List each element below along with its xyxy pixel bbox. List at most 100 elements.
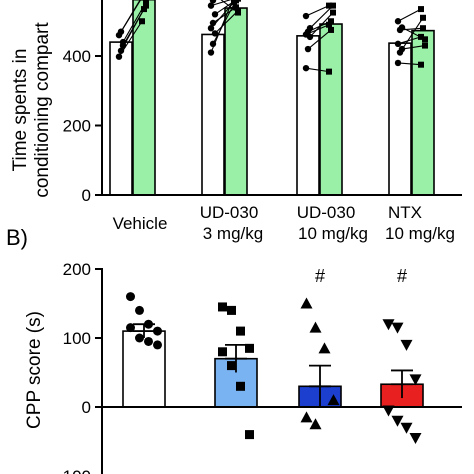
panel-a-point-post-1-3 xyxy=(143,0,149,6)
panel-a-pair-line-1-6 xyxy=(122,5,147,46)
panel-a-point-post-4-4 xyxy=(418,33,424,40)
group-label-3-line1: UD-030 xyxy=(297,203,356,222)
panel-b-point-2-3 xyxy=(236,326,245,336)
panel-a-point-post-4-3 xyxy=(422,42,428,49)
panel-b-point-4-7 xyxy=(400,422,413,434)
panel-b-point-4-1 xyxy=(382,319,395,331)
panel-b-error-bars xyxy=(133,323,413,407)
panel-b-point-3-2 xyxy=(309,321,322,333)
panel-b-point-2-6 xyxy=(227,361,236,371)
panel-a-point-post-1-2 xyxy=(141,6,147,13)
panel-a-point-post-2-9 xyxy=(235,9,241,16)
panel-a-bars xyxy=(109,0,435,196)
panel-b-point-2-8 xyxy=(245,430,254,440)
panel-a-group-labels: Vehicle UD-030 3 mg/kg UD-030 10 mg/kg N… xyxy=(113,203,455,243)
panel-b-ytick-label-3: 200 xyxy=(63,260,91,279)
panel-a-point-pre-4-3 xyxy=(398,45,406,53)
panel-a-point-pre-3-2 xyxy=(304,45,312,53)
panel-b-bars xyxy=(122,330,424,408)
panel-a-ytick-label-2: 400 xyxy=(63,47,91,66)
panel-b-point-2-5 xyxy=(218,347,227,357)
panel-a-pair-line-2-5 xyxy=(212,6,237,24)
panel-b-points xyxy=(126,292,422,445)
panel-a-bar-3-1 xyxy=(296,35,320,196)
panel-a-paired-lines xyxy=(118,0,426,73)
panel-b-ylabel: CPP score (s) xyxy=(24,311,45,429)
panel-b-y-ticks: 100 0 100 200 xyxy=(63,260,102,474)
panel-b-point-1-2 xyxy=(135,305,144,315)
panel-a-point-post-2-6 xyxy=(235,0,241,2)
group-label-3-line2: 10 mg/kg xyxy=(298,224,368,243)
panel-b-point-4-2 xyxy=(391,322,404,334)
panel-a-pair-line-4-1 xyxy=(397,62,422,66)
group-label-2-line2: 3 mg/kg xyxy=(203,224,263,243)
group-label-4-line1: NTX xyxy=(388,203,422,222)
panel-a-point-pre-1-1 xyxy=(115,53,123,60)
panel-a-point-pre-2-6 xyxy=(211,11,219,18)
panel-b-point-1-7 xyxy=(144,336,153,346)
panel-a-point-pre-2-8 xyxy=(209,0,217,4)
panel-b-significance-4: # xyxy=(397,266,407,286)
panel-b-point-4-5 xyxy=(382,405,395,417)
panel-a-point-pre-4-1 xyxy=(394,59,402,67)
panel-a-pair-line-3-6 xyxy=(309,5,334,29)
panel-a-point-post-1-1 xyxy=(139,18,145,25)
panel-a-point-post-3-5 xyxy=(328,18,334,25)
panel-a-point-post-4-6 xyxy=(422,36,428,43)
panel-a-pair-line-2-3 xyxy=(214,10,239,34)
panel-a-point-pre-2-4 xyxy=(207,25,215,32)
panel-a-pair-line-4-7 xyxy=(397,8,422,22)
panel-a-point-post-4-7 xyxy=(418,6,424,13)
panel-a-y-ticks: 0 200 400 xyxy=(63,47,102,205)
panel-a-pair-line-4-3 xyxy=(401,45,426,50)
panel-a-point-pre-4-6 xyxy=(398,24,406,31)
panel-a-point-post-3-2 xyxy=(328,26,334,33)
panel-b-point-4-8 xyxy=(409,433,422,445)
panel-a-point-pre-1-6 xyxy=(119,42,127,49)
panel-a-bar-4-1 xyxy=(388,42,412,196)
group-label-2-line1: UD-030 xyxy=(200,203,259,222)
panel-b-point-2-1 xyxy=(218,302,227,312)
group-label-4-line2: 10 mg/kg xyxy=(385,224,455,243)
panel-b-point-2-4 xyxy=(245,343,254,353)
panel-a-ylabel-line2: conditioning compart xyxy=(32,22,53,198)
panel-a-bar-3-2 xyxy=(319,23,343,196)
panel-b-ytick-label-0: 100 xyxy=(63,467,91,474)
panel-a-point-post-3-7 xyxy=(326,2,332,9)
panel-a-pair-line-3-2 xyxy=(307,29,332,50)
panel-a-ylabel-line1: Time spents in xyxy=(10,49,31,172)
panel-a-pair-line-3-1 xyxy=(305,67,330,73)
panel-a-point-post-3-4 xyxy=(326,21,332,28)
panel-b-point-4-4 xyxy=(409,374,422,386)
panel-a-bar-4-2 xyxy=(411,29,435,196)
panel-a-point-post-3-1 xyxy=(326,68,332,75)
panel-b-point-1-1 xyxy=(126,292,135,302)
panel-a-point-pre-2-2 xyxy=(209,40,217,48)
panel-a-point-post-4-5 xyxy=(420,25,426,32)
panel-a-point-post-3-3 xyxy=(330,9,336,16)
panel-b-significance: # # xyxy=(315,266,407,286)
group-label-1-line1: Vehicle xyxy=(113,214,168,233)
panel-b-point-3-3 xyxy=(318,342,331,354)
panel-a-pair-line-2-7 xyxy=(210,0,232,7)
panel-a-point-pre-3-6 xyxy=(306,25,314,32)
panel-a-point-post-4-2 xyxy=(420,14,426,21)
panel-a-bar-2-1 xyxy=(201,33,225,196)
panel-a-point-pre-3-1 xyxy=(302,64,310,72)
panel-b-point-1-4 xyxy=(153,326,162,336)
panel-a-point-pre-2-5 xyxy=(209,19,217,27)
panel-b-ytick-label-1: 0 xyxy=(82,398,91,417)
panel-a-point-post-4-1 xyxy=(418,61,424,68)
panel-b-significance-3: # xyxy=(315,266,325,286)
panel-a-points xyxy=(115,0,428,75)
panel-a-pair-line-3-3 xyxy=(309,12,334,38)
panel-a-pair-line-1-5 xyxy=(120,0,141,32)
panel-b-point-3-4 xyxy=(327,394,340,406)
panel-a-point-pre-4-4 xyxy=(394,40,402,48)
panel-a-point-post-2-7 xyxy=(231,0,237,2)
panel-a-point-pre-2-7 xyxy=(207,2,215,9)
panel-b-point-2-2 xyxy=(227,305,236,315)
panel-a-point-pre-2-3 xyxy=(211,30,219,37)
panel-a-point-post-1-4 xyxy=(139,0,145,1)
